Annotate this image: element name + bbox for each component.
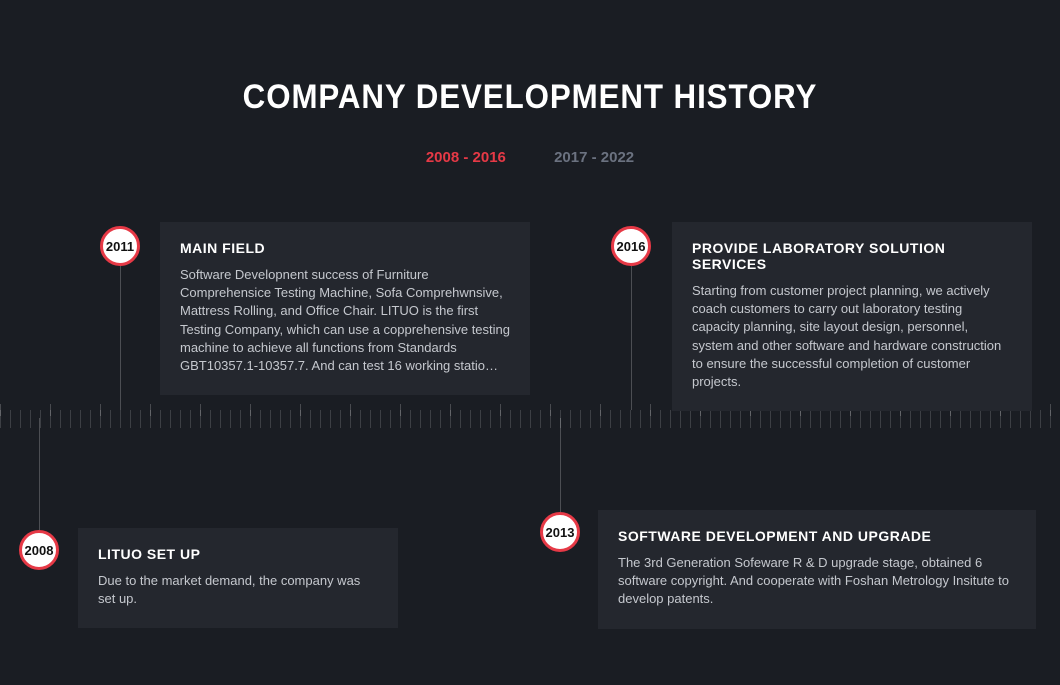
tab-range-1[interactable]: 2008 - 2016 [426,149,506,166]
card-body: Due to the market demand, the company wa… [98,572,378,608]
year-label: 2008 [25,543,54,558]
card-body: The 3rd Generation Sofeware R & D upgrad… [618,554,1016,609]
card-body: Starting from customer project planning,… [692,282,1012,391]
tabs-container: 2008 - 2016 2017 - 2022 [0,149,1060,166]
year-label: 2016 [617,239,646,254]
timeline-connector-2008 [39,418,40,530]
timeline-card-2016: PROVIDE LABORATORY SOLUTION SERVICES Sta… [672,222,1032,411]
timeline-connector-2013 [560,418,561,512]
year-label: 2011 [106,239,134,254]
timeline-ruler [0,410,1060,428]
timeline-card-2008: LITUO SET UP Due to the market demand, t… [78,528,398,628]
timeline-card-2011: MAIN FIELD Software Developnent success … [160,222,530,395]
page-title: COMPANY DEVELOPMENT HISTORY [42,0,1017,117]
card-title: SOFTWARE DEVELOPMENT AND UPGRADE [618,528,1016,544]
card-title: MAIN FIELD [180,240,510,256]
year-label: 2013 [546,525,575,540]
timeline-connector-2016 [631,266,632,410]
timeline-card-2013: SOFTWARE DEVELOPMENT AND UPGRADE The 3rd… [598,510,1036,629]
year-badge-2016[interactable]: 2016 [611,226,651,266]
card-body: Software Developnent success of Furnitur… [180,266,510,375]
year-badge-2011[interactable]: 2011 [100,226,140,266]
year-badge-2008[interactable]: 2008 [19,530,59,570]
year-badge-2013[interactable]: 2013 [540,512,580,552]
card-title: LITUO SET UP [98,546,378,562]
timeline-connector-2011 [120,266,121,410]
tab-range-2[interactable]: 2017 - 2022 [554,149,634,166]
card-title: PROVIDE LABORATORY SOLUTION SERVICES [692,240,1012,272]
